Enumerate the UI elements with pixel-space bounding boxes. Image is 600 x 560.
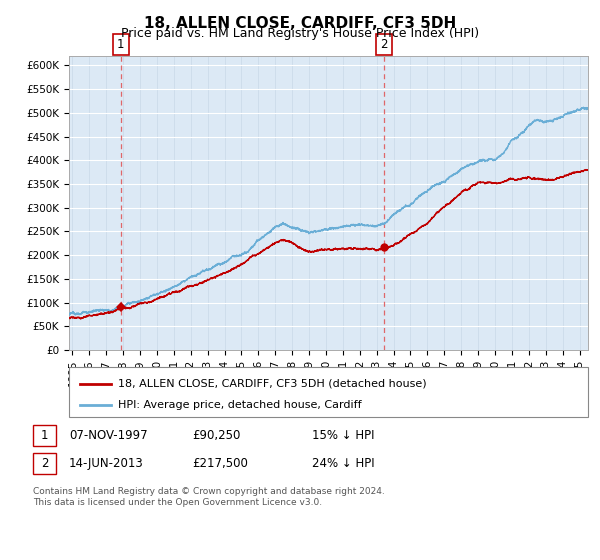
Text: £90,250: £90,250 bbox=[192, 429, 241, 442]
Text: 14-JUN-2013: 14-JUN-2013 bbox=[69, 457, 144, 470]
Text: Contains HM Land Registry data © Crown copyright and database right 2024.
This d: Contains HM Land Registry data © Crown c… bbox=[33, 487, 385, 507]
Text: 1: 1 bbox=[117, 38, 124, 51]
Text: HPI: Average price, detached house, Cardiff: HPI: Average price, detached house, Card… bbox=[118, 400, 362, 410]
Text: Price paid vs. HM Land Registry's House Price Index (HPI): Price paid vs. HM Land Registry's House … bbox=[121, 27, 479, 40]
Text: 18, ALLEN CLOSE, CARDIFF, CF3 5DH (detached house): 18, ALLEN CLOSE, CARDIFF, CF3 5DH (detac… bbox=[118, 379, 427, 389]
Text: 2: 2 bbox=[380, 38, 388, 51]
Text: 24% ↓ HPI: 24% ↓ HPI bbox=[312, 457, 374, 470]
Text: 18, ALLEN CLOSE, CARDIFF, CF3 5DH: 18, ALLEN CLOSE, CARDIFF, CF3 5DH bbox=[144, 16, 456, 31]
Text: 1: 1 bbox=[41, 429, 48, 442]
Text: 07-NOV-1997: 07-NOV-1997 bbox=[69, 429, 148, 442]
Text: 15% ↓ HPI: 15% ↓ HPI bbox=[312, 429, 374, 442]
Text: £217,500: £217,500 bbox=[192, 457, 248, 470]
Text: 2: 2 bbox=[41, 457, 48, 470]
